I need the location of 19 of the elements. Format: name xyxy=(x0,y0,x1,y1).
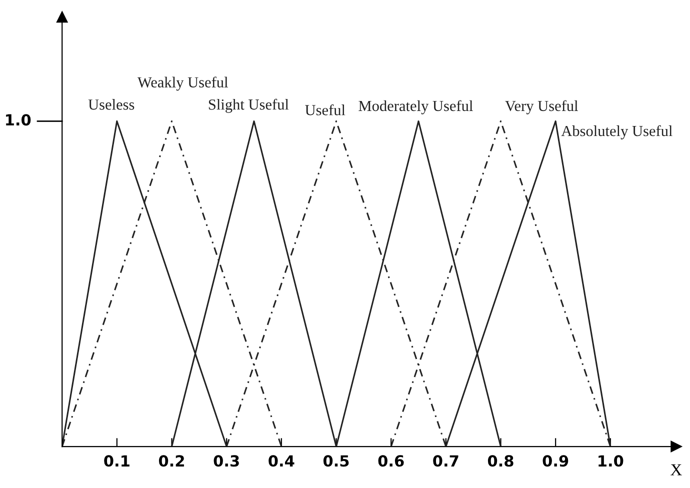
x-tick-label: 0.9 xyxy=(542,455,568,467)
series-label: Slight Useful xyxy=(208,98,289,113)
x-tick-label: 0.8 xyxy=(488,455,514,467)
series-label: Very Useful xyxy=(505,100,578,114)
x-tick-label: 0.2 xyxy=(158,455,184,467)
x-tick-label: 0.4 xyxy=(268,455,294,467)
text: 1.0 xyxy=(6,114,31,126)
series-label: Useless xyxy=(88,99,134,110)
series-label: Moderately Useful xyxy=(358,100,473,114)
x-tick-label: 0.5 xyxy=(323,455,349,467)
text: Weakly Useful xyxy=(137,76,228,91)
x-axis-title: X xyxy=(670,464,682,476)
series-label: Absolutely Useful xyxy=(561,125,672,140)
series-label: Useful xyxy=(305,104,346,116)
x-tick-label: 0.3 xyxy=(214,455,239,467)
x-tick-label: 0.7 xyxy=(433,455,458,467)
x-tick-label: 0.1 xyxy=(104,455,130,467)
x-tick-label: 1.0 xyxy=(598,455,624,467)
x-tick-label: 0.6 xyxy=(378,455,404,467)
